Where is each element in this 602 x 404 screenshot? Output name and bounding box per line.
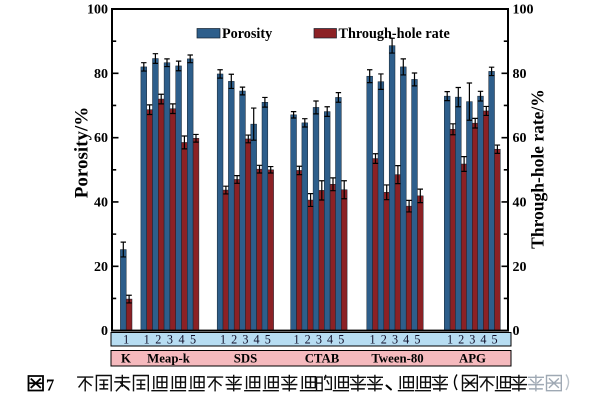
svg-text:Tween-80: Tween-80 — [371, 352, 423, 366]
svg-text:2: 2 — [305, 333, 311, 347]
svg-text:2: 2 — [231, 333, 237, 347]
svg-text:2: 2 — [155, 333, 161, 347]
svg-text:7: 7 — [46, 376, 54, 395]
svg-text:1: 1 — [220, 333, 226, 347]
svg-text:40: 40 — [94, 195, 108, 210]
svg-text:4: 4 — [178, 333, 184, 347]
svg-text:80: 80 — [94, 67, 108, 82]
svg-text:0: 0 — [513, 324, 520, 339]
svg-text:20: 20 — [513, 260, 527, 275]
svg-text:1: 1 — [370, 333, 376, 347]
svg-text:4: 4 — [254, 333, 260, 347]
svg-text:1: 1 — [293, 333, 299, 347]
svg-text:1: 1 — [123, 333, 129, 347]
svg-text:5: 5 — [414, 333, 420, 347]
svg-text:Meap-k: Meap-k — [147, 352, 191, 366]
svg-text:5: 5 — [265, 333, 271, 347]
svg-text:80: 80 — [513, 67, 527, 82]
svg-text:CTAB: CTAB — [305, 352, 340, 366]
svg-text:3: 3 — [242, 333, 248, 347]
svg-text:60: 60 — [94, 131, 108, 146]
svg-text:40: 40 — [513, 195, 527, 210]
svg-text:Porosity: Porosity — [222, 26, 272, 42]
svg-text:100: 100 — [513, 3, 534, 18]
svg-text:K: K — [121, 352, 131, 366]
svg-text:APG: APG — [459, 352, 486, 366]
svg-text:4: 4 — [403, 333, 409, 347]
svg-text:3: 3 — [167, 333, 173, 347]
svg-text:5: 5 — [190, 333, 196, 347]
svg-text:4: 4 — [327, 333, 333, 347]
svg-text:2: 2 — [458, 333, 464, 347]
svg-text:Through-hole rate/%: Through-hole rate/% — [528, 89, 548, 249]
svg-text:1: 1 — [447, 333, 453, 347]
svg-text:20: 20 — [94, 260, 108, 275]
svg-text:100: 100 — [87, 3, 108, 18]
svg-text:4: 4 — [480, 333, 486, 347]
svg-text:Through-hole rate: Through-hole rate — [339, 26, 450, 42]
svg-text:SDS: SDS — [234, 352, 257, 366]
svg-text:60: 60 — [513, 131, 527, 146]
svg-text:3: 3 — [316, 333, 322, 347]
svg-text:5: 5 — [491, 333, 497, 347]
svg-text:3: 3 — [392, 333, 398, 347]
svg-text:2: 2 — [381, 333, 387, 347]
svg-text:3: 3 — [469, 333, 475, 347]
svg-text:0: 0 — [101, 324, 108, 339]
svg-text:1: 1 — [144, 333, 150, 347]
svg-text:Porosity/%: Porosity/% — [72, 107, 93, 198]
svg-text:5: 5 — [338, 333, 344, 347]
